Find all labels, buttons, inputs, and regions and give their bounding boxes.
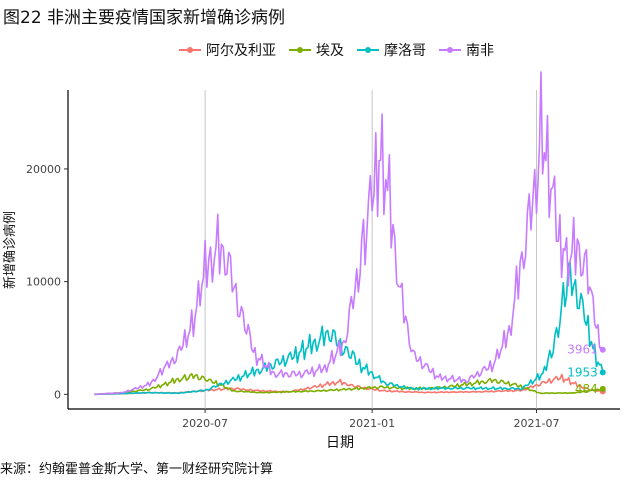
gridlines: [204, 90, 537, 409]
y-ticks: 0 10000 20000: [26, 163, 68, 401]
series-line: [94, 373, 604, 396]
legend-label: 阿尔及利亚: [206, 43, 276, 59]
legend-item: 阿尔及利亚: [178, 40, 276, 60]
legend-item: 南非: [438, 40, 494, 60]
y-axis-title: 新增确诊病例: [2, 211, 18, 289]
series-end-point: [599, 385, 606, 392]
legend: 阿尔及利亚 埃及 摩洛哥 南非: [178, 40, 506, 60]
y-tick-label: 10000: [26, 276, 61, 289]
source-note: 来源：约翰霍普金斯大学、第一财经研究院计算: [0, 462, 274, 477]
y-tick-label: 20000: [26, 163, 61, 176]
series-line: [94, 260, 604, 396]
x-tick-label: 2021-07: [513, 417, 559, 430]
legend-key: [439, 47, 461, 53]
figure-title: 图22 非洲主要疫情国家新增确诊病例: [3, 8, 286, 28]
legend-label: 埃及: [316, 43, 344, 59]
x-tick-label: 2021-01: [349, 417, 395, 430]
series-layer: [94, 71, 606, 396]
legend-item: 摩洛哥: [356, 40, 426, 60]
legend-item: 埃及: [288, 40, 344, 60]
legend-key: [289, 47, 311, 53]
x-axis-title: 日期: [326, 435, 354, 451]
x-ticks: 2020-07 2021-01 2021-07: [182, 409, 559, 430]
series-end-label: 484: [575, 382, 598, 396]
series-line: [94, 372, 604, 396]
x-tick-label: 2020-07: [182, 417, 228, 430]
end-labels: 484 1953 3961: [567, 343, 598, 396]
legend-key: [357, 47, 379, 53]
series-end-label: 1953: [567, 365, 598, 379]
series-end-point: [599, 346, 606, 353]
series-end-label: 3961: [567, 343, 598, 357]
legend-key: [179, 47, 201, 53]
legend-label: 摩洛哥: [384, 43, 426, 59]
series-line: [94, 71, 604, 396]
y-tick-label: 0: [54, 388, 61, 401]
legend-label: 南非: [466, 43, 494, 59]
series-end-point: [599, 369, 606, 376]
